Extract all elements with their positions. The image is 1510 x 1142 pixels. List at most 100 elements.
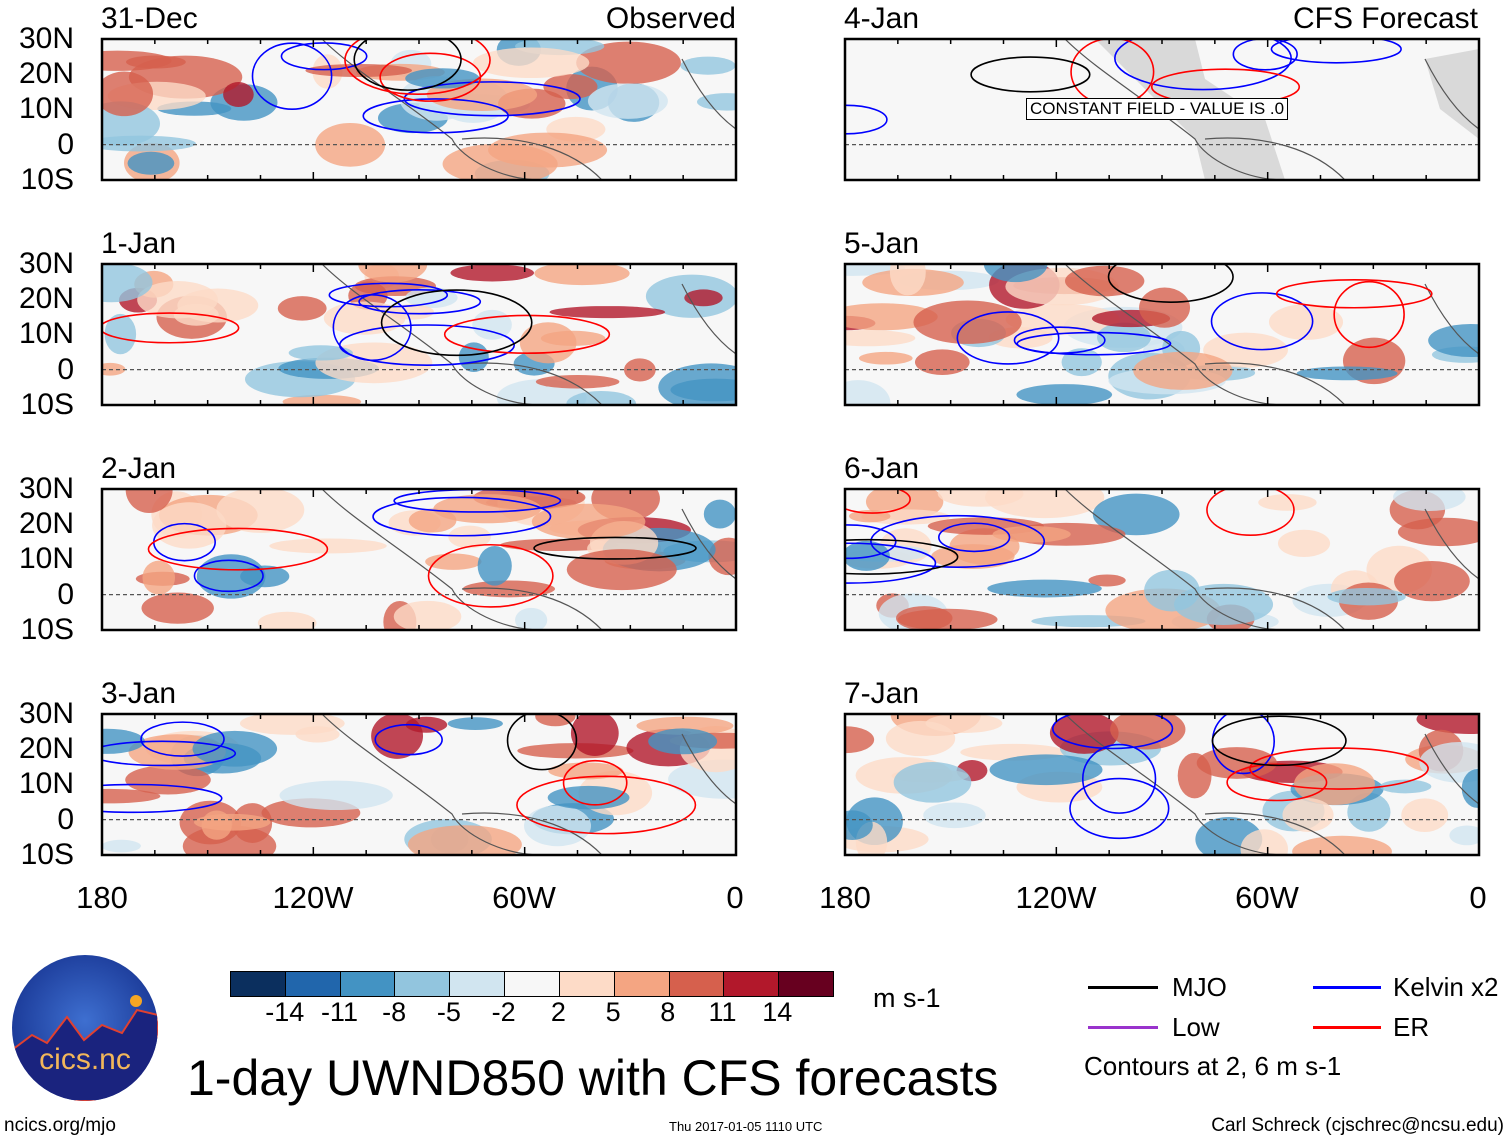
footer-url[interactable]: ncics.org/mjo xyxy=(4,1115,116,1136)
coastline xyxy=(1064,714,1479,855)
colorbar-swatch xyxy=(449,972,505,996)
x-tick-label: 0 xyxy=(726,880,744,915)
contour xyxy=(1069,777,1170,840)
wind-anomaly-blob xyxy=(405,716,448,733)
colorbar-tick-label: -8 xyxy=(382,997,407,1027)
map-panel-5 xyxy=(843,262,1481,407)
contour xyxy=(1206,489,1295,537)
y-tick-label: 20N xyxy=(18,282,74,316)
cics-logo: cics.nc xyxy=(12,955,158,1101)
y-tick-label: 30N xyxy=(18,22,74,55)
y-tick-label: 30N xyxy=(18,697,74,730)
wind-anomaly-blob xyxy=(845,726,875,754)
wind-anomaly-blob xyxy=(152,502,227,549)
wind-anomaly-blob xyxy=(447,717,503,730)
y-tick-label: 10N xyxy=(18,542,74,576)
wind-anomaly-blob xyxy=(279,780,393,811)
wind-anomaly-blob xyxy=(1258,494,1317,511)
legend-kelvin: Kelvin x2 xyxy=(1393,972,1499,1002)
contour xyxy=(506,714,578,771)
y-tick-label: 0 xyxy=(57,127,74,161)
er-legend-line xyxy=(1313,1026,1381,1029)
contour xyxy=(102,312,240,344)
panel-date-6: 6-Jan xyxy=(844,452,920,485)
colorbar-swatch xyxy=(668,972,724,996)
wind-anomaly-blob xyxy=(239,714,345,735)
wind-anomaly-blob xyxy=(102,71,154,117)
coastline xyxy=(321,39,736,180)
contour xyxy=(870,514,1046,568)
wind-anomaly-blob xyxy=(566,390,637,405)
contours-note: Contours at 2, 6 m s-1 xyxy=(1084,1051,1342,1081)
colorbar-swatch xyxy=(558,972,614,996)
contour xyxy=(1232,39,1298,71)
figure-title: 1-day UWND850 with CFS forecasts xyxy=(187,1050,999,1106)
wind-anomaly-blob xyxy=(288,345,353,361)
wind-anomaly-blob xyxy=(1327,588,1406,606)
colorbar-swatch xyxy=(339,972,395,996)
forecast-label: CFS Forecast xyxy=(1292,2,1478,35)
wind-anomaly-blob xyxy=(450,264,535,282)
y-tick-label: 20N xyxy=(18,57,74,91)
contour xyxy=(358,288,482,315)
colorbar-swatch xyxy=(284,972,340,996)
wind-anomaly-blob xyxy=(543,74,598,100)
legend-er: ER xyxy=(1393,1012,1430,1042)
wind-anomaly-blob xyxy=(1240,829,1289,855)
wind-anomaly-blob xyxy=(1049,714,1119,754)
panel-date-2: 2-Jan xyxy=(101,452,177,485)
contour xyxy=(1210,292,1314,351)
constant-field-note: CONSTANT FIELD - VALUE IS .0 xyxy=(1026,98,1289,120)
colorbar-units: m s-1 xyxy=(873,983,941,1013)
map-panel-7 xyxy=(843,712,1481,857)
wind-anomaly-blob xyxy=(896,606,953,630)
contour xyxy=(102,783,223,814)
contour xyxy=(1211,715,1347,767)
contour xyxy=(1052,714,1174,750)
wind-anomaly-blob xyxy=(987,579,1102,598)
map-panel-3 xyxy=(100,712,738,857)
map-panel-0 xyxy=(100,37,738,182)
colorbar-tick-label: -2 xyxy=(491,997,516,1027)
wind-anomaly-blob xyxy=(885,720,956,757)
y-tick-label: 0 xyxy=(57,352,74,386)
wind-anomaly-blob xyxy=(448,525,491,549)
y-tick-label: 10S xyxy=(20,162,74,196)
wind-anomaly-blob xyxy=(1133,351,1233,390)
kelvin-legend-line xyxy=(1313,986,1381,989)
wind-anomaly-blob xyxy=(1449,825,1479,846)
wind-anomaly-blob xyxy=(102,264,153,303)
wind-anomaly-blob xyxy=(1097,322,1152,353)
wind-anomaly-blob xyxy=(126,55,186,69)
wind-anomaly-blob xyxy=(102,135,196,152)
wind-anomaly-blob xyxy=(697,93,736,111)
wind-anomaly-blob xyxy=(477,545,512,586)
wind-anomaly-blob xyxy=(535,374,620,389)
wind-anomaly-blob xyxy=(223,82,254,107)
wind-anomaly-blob xyxy=(845,810,873,840)
low-legend-line xyxy=(1088,1026,1158,1029)
wind-anomaly-blob xyxy=(570,714,619,756)
logo-text: cics.nc xyxy=(39,1043,131,1076)
wind-anomaly-blob xyxy=(670,378,736,402)
colorbar-tick-label: 2 xyxy=(550,997,566,1027)
observed-label: Observed xyxy=(605,2,736,35)
wind-anomaly-blob xyxy=(127,151,175,175)
wind-anomaly-blob xyxy=(216,489,305,533)
x-tick-label: 180 xyxy=(819,880,871,915)
panel-date-5: 5-Jan xyxy=(844,227,920,260)
wind-anomaly-blob xyxy=(1268,304,1344,340)
wind-anomaly-blob xyxy=(323,301,406,335)
wind-anomaly-blob xyxy=(393,600,462,630)
mjo-legend-line xyxy=(1088,986,1158,989)
wind-anomaly-blob xyxy=(845,330,916,347)
x-tick-label: 0 xyxy=(1469,880,1487,915)
wind-anomaly-blob xyxy=(472,309,512,340)
colorbar-tick-label: 5 xyxy=(605,997,621,1027)
colorbar-tick-label: -5 xyxy=(436,997,461,1027)
wind-anomaly-blob xyxy=(1379,779,1432,794)
wind-anomaly-blob xyxy=(277,296,327,321)
wind-anomaly-blob xyxy=(684,289,723,307)
